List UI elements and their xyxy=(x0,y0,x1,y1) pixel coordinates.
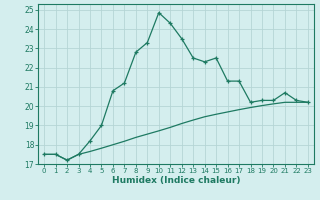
X-axis label: Humidex (Indice chaleur): Humidex (Indice chaleur) xyxy=(112,176,240,185)
